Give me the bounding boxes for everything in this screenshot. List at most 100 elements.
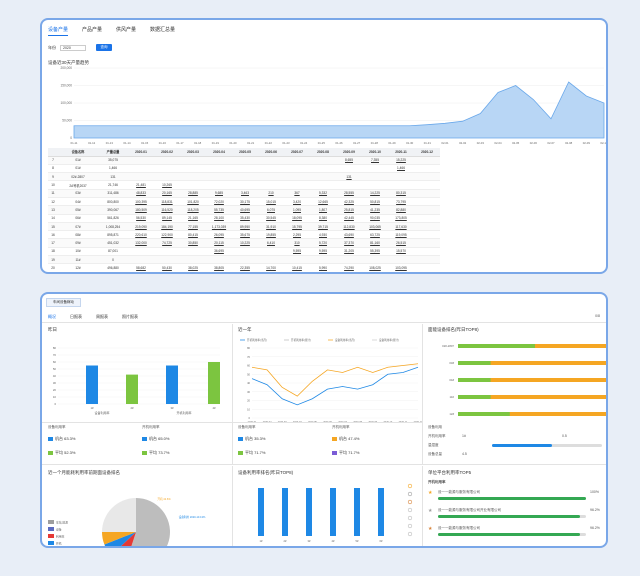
month-value[interactable]: 74,290 [336,263,362,272]
month-value[interactable]: 43,690 [336,230,362,240]
month-value[interactable]: 90,035 [362,214,388,223]
month-value[interactable]: 21,165 [180,214,206,223]
month-value[interactable]: 38,805 [206,263,232,272]
month-value[interactable]: 22,355 [232,263,258,272]
month-value[interactable]: 15,795 [284,222,310,232]
tab-daily-report[interactable]: 日报表 [70,314,82,319]
month-value[interactable]: 122,900 [154,230,180,240]
month-value[interactable]: 48,833 [128,189,154,199]
month-value[interactable]: 10,415 [284,263,310,272]
month-value[interactable]: 119,095 [388,230,414,240]
month-value[interactable]: 367 [284,189,310,199]
month-value[interactable]: 72,020 [206,197,232,207]
year-select[interactable]: 2020 [60,44,86,51]
month-value[interactable]: 38,025 [180,263,206,272]
month-value[interactable]: 26,515 [388,238,414,248]
panel-header-tab[interactable]: 车间设备稼动 [46,298,81,307]
month-value[interactable]: 81,160 [362,238,388,248]
month-value[interactable]: 220,610 [128,230,154,240]
month-value[interactable]: 8,655 [336,156,362,165]
month-value[interactable]: 3,420 [284,197,310,207]
company-name[interactable]: 设一一能源与服务有限公司 [438,490,480,494]
month-value[interactable]: 118,831 [154,197,180,207]
month-value[interactable]: 131 [336,172,362,182]
month-value[interactable]: 20,115 [206,238,232,248]
month-value[interactable]: 31,205 [336,247,362,257]
month-value[interactable]: 14,700 [258,263,284,272]
month-value[interactable]: 1,173,039 [206,222,232,232]
tab-wind-output[interactable]: 供风产量 [116,27,137,33]
month-value[interactable]: 30,850 [180,238,206,248]
month-value[interactable]: 12,665 [310,197,336,207]
month-value[interactable]: 184,190 [154,222,180,232]
month-value[interactable]: 80,415 [180,230,206,240]
month-value[interactable]: 9,595 [310,247,336,257]
month-value[interactable]: 103,095 [388,263,414,272]
month-value[interactable]: 132,000 [128,238,154,248]
month-value[interactable]: 28,100 [206,214,232,223]
month-value[interactable]: 35,430 [232,214,258,223]
month-value[interactable]: 89,950 [232,222,258,232]
month-value[interactable]: 2,295 [284,230,310,240]
month-value[interactable]: 180,509 [128,205,154,215]
month-value[interactable]: 89,145 [154,214,180,223]
month-value[interactable]: 28,555 [336,189,362,199]
query-button[interactable]: 查询 [96,44,112,51]
month-value[interactable]: 37,370 [336,238,362,248]
month-value[interactable]: 15,015 [258,197,284,207]
tab-weekly-report[interactable]: 周报表 [96,314,108,319]
tab-equipment-output[interactable]: 设备产量 [48,26,69,36]
month-value[interactable]: 112,830 [336,222,362,232]
month-value[interactable]: 219,090 [128,222,154,232]
tab-data-summary[interactable]: 数据汇总量 [150,27,176,33]
month-value[interactable]: 55,735 [206,205,232,215]
month-value[interactable]: 5,332 [310,189,336,199]
month-value[interactable]: 118,205 [180,205,206,215]
month-value[interactable]: 39,715 [310,222,336,232]
month-value[interactable]: 21,481 [128,180,154,190]
month-value[interactable]: 6,075 [258,205,284,215]
month-value[interactable]: 63,725 [362,230,388,240]
month-value[interactable]: 116,520 [154,205,180,215]
month-value[interactable]: 80,315 [388,189,414,199]
month-value[interactable]: 15,225 [388,156,414,165]
month-value[interactable]: 14,225 [362,189,388,199]
month-value[interactable]: 42,325 [336,197,362,207]
month-value[interactable]: 19,855 [258,230,284,240]
month-value[interactable]: 1,466 [388,164,414,174]
month-value[interactable]: 55,395 [362,247,388,257]
month-value[interactable]: 8,380 [310,214,336,223]
month-value[interactable]: 1,807 [310,205,336,215]
month-value[interactable]: 108,025 [362,263,388,272]
tab-product-output[interactable]: 产品产量 [82,27,103,33]
month-value[interactable]: 210 [258,189,284,199]
month-value[interactable]: 7,355 [362,156,388,165]
month-value[interactable]: 36,695 [206,247,232,257]
company-name[interactable]: 设一一能源与服务有限公司开业有限公司 [438,508,501,512]
month-value[interactable]: 41,235 [362,205,388,215]
month-value[interactable]: 117,630 [388,222,414,232]
month-value[interactable]: 10,265 [154,180,180,190]
month-value[interactable]: 58,682 [128,263,154,272]
month-value[interactable]: 173,805 [388,214,414,223]
month-value[interactable]: 5,990 [310,263,336,272]
month-value[interactable]: 20,165 [154,189,180,199]
month-value[interactable]: 42,445 [336,214,362,223]
month-value[interactable]: 310 [284,238,310,248]
month-value[interactable]: 28,885 [180,189,206,199]
month-value[interactable]: 50,815 [362,197,388,207]
month-value[interactable]: 103,065 [362,222,388,232]
month-value[interactable]: 74,725 [154,238,180,248]
month-value[interactable]: 6,410 [258,238,284,248]
month-value[interactable]: 9,595 [284,247,310,257]
month-value[interactable]: 35,675 [232,230,258,240]
month-value[interactable]: 40,695 [232,205,258,215]
month-value[interactable]: 15,570 [388,247,414,257]
month-value[interactable]: 56,530 [128,214,154,223]
company-name[interactable]: 设一一能源与服务有限公司 [438,526,480,530]
month-value[interactable]: 82,880 [388,205,414,215]
month-value[interactable]: 25,815 [336,205,362,215]
month-value[interactable]: 9,685 [206,189,232,199]
month-value[interactable]: 3,463 [232,189,258,199]
month-value[interactable]: 4,930 [310,230,336,240]
